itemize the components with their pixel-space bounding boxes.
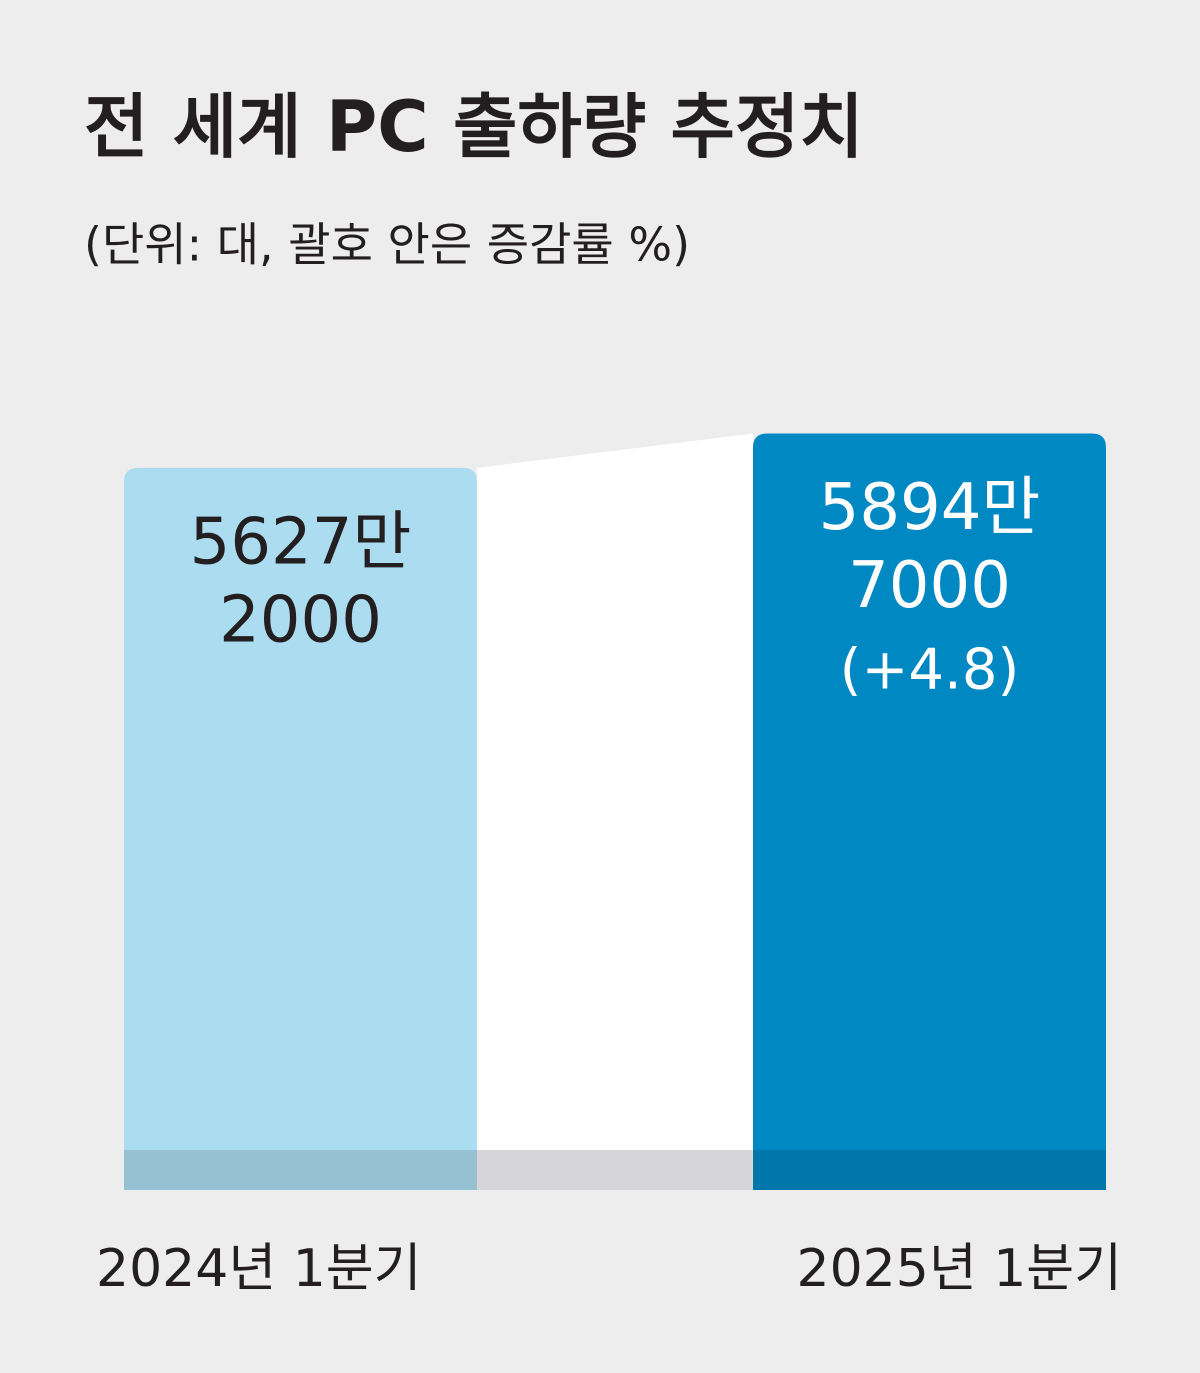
chart-subtitle: (단위: 대, 괄호 안은 증감률 %) (84, 218, 690, 272)
connector (477, 433, 753, 1190)
value-label: 5894만 (819, 471, 1041, 545)
x-tick-label: 2025년 1분기 (797, 1239, 1122, 1299)
value-label: 2000 (219, 583, 382, 657)
bar (753, 433, 1106, 1190)
floor-shade (477, 1150, 753, 1190)
chart-title: 전 세계 PC 출하량 추정치 (84, 86, 864, 168)
x-tick-label: 2024년 1분기 (96, 1239, 421, 1299)
value-label: 5627만 (190, 505, 412, 579)
growth-label: (+4.8) (840, 638, 1020, 703)
value-label: 7000 (848, 549, 1011, 623)
bar (124, 467, 477, 1191)
bar-shade (753, 1150, 1106, 1190)
bar-shade (124, 1150, 477, 1190)
